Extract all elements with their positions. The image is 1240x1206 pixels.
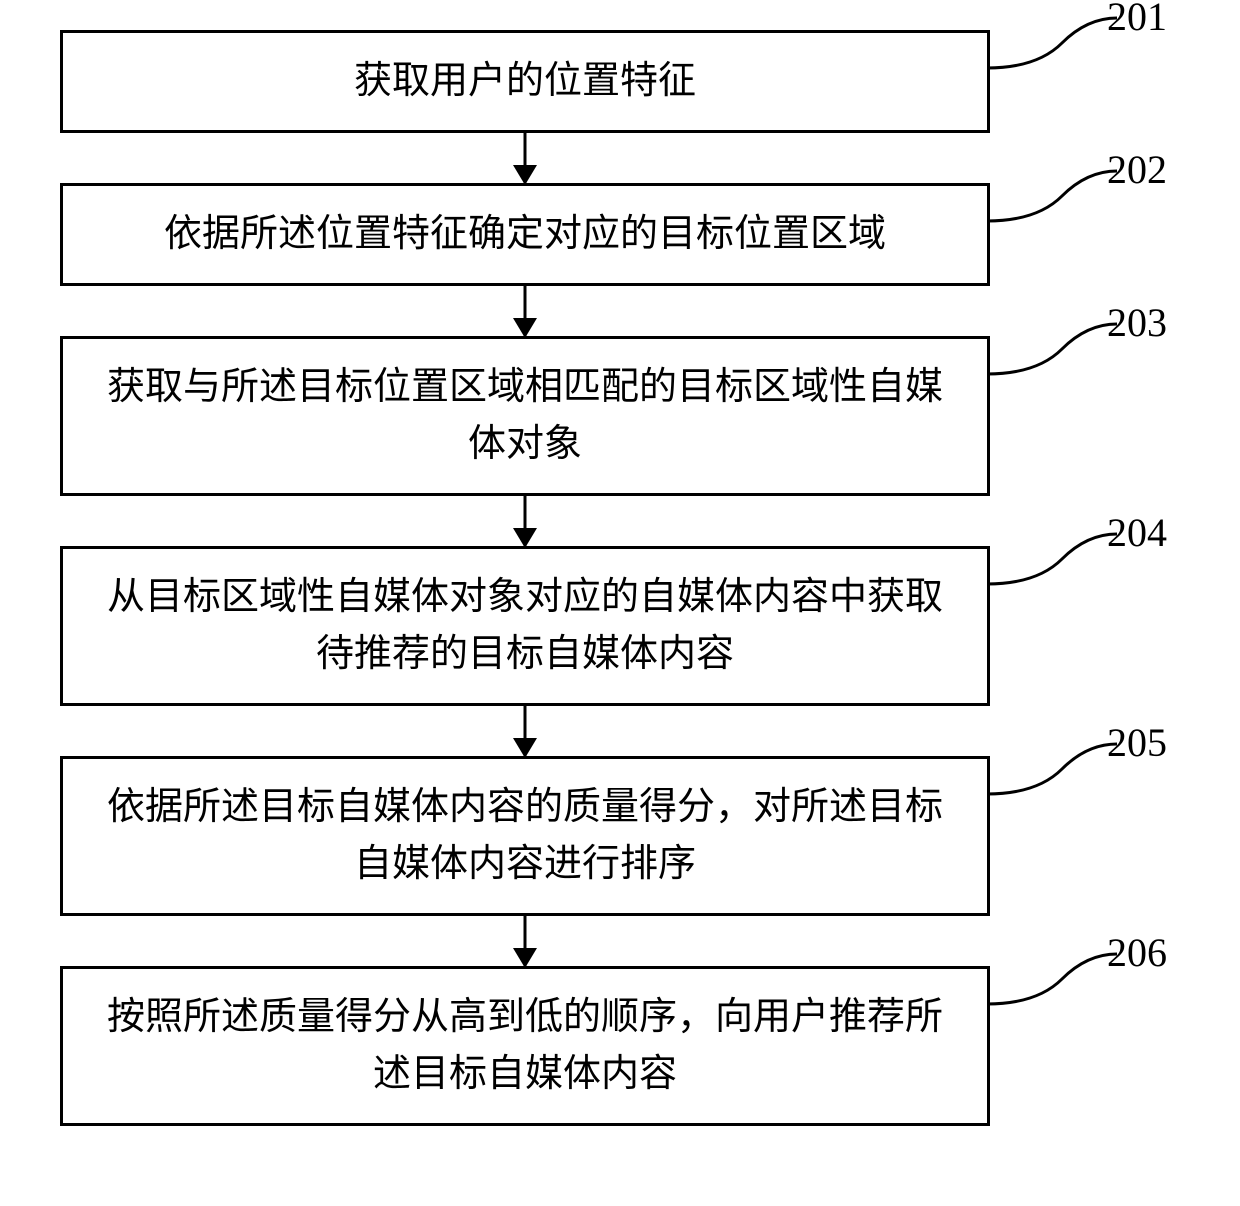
flow-step-202: 202 依据所述位置特征确定对应的目标位置区域 <box>60 183 990 286</box>
flow-step-204: 204 从目标区域性自媒体对象对应的自媒体内容中获取待推荐的目标自媒体内容 <box>60 546 990 706</box>
step-text: 按照所述质量得分从高到低的顺序，向用户推荐所述目标自媒体内容 <box>103 989 947 1103</box>
step-label: 205 <box>1107 719 1167 766</box>
step-text: 获取用户的位置特征 <box>354 53 696 110</box>
step-label: 202 <box>1107 146 1167 193</box>
flow-connector <box>60 916 990 966</box>
label-connector-curve <box>987 166 1117 226</box>
connector-arrowhead <box>513 318 537 338</box>
flow-step-203: 203 获取与所述目标位置区域相匹配的目标区域性自媒体对象 <box>60 336 990 496</box>
step-text: 获取与所述目标位置区域相匹配的目标区域性自媒体对象 <box>103 359 947 473</box>
step-label: 204 <box>1107 509 1167 556</box>
label-connector-curve <box>987 949 1117 1009</box>
flow-step-206: 206 按照所述质量得分从高到低的顺序，向用户推荐所述目标自媒体内容 <box>60 966 990 1126</box>
step-text: 依据所述目标自媒体内容的质量得分，对所述目标自媒体内容进行排序 <box>103 779 947 893</box>
flow-connector <box>60 496 990 546</box>
flow-step-201: 201 获取用户的位置特征 <box>60 30 990 133</box>
connector-arrowhead <box>513 528 537 548</box>
step-text: 依据所述位置特征确定对应的目标位置区域 <box>164 206 886 263</box>
label-connector-curve <box>987 13 1117 73</box>
step-label: 206 <box>1107 929 1167 976</box>
flowchart-container: 201 获取用户的位置特征 202 依据所述位置特征确定对应的目标位置区域 20… <box>60 30 1180 1126</box>
label-connector-curve <box>987 739 1117 799</box>
connector-arrowhead <box>513 948 537 968</box>
step-text: 从目标区域性自媒体对象对应的自媒体内容中获取待推荐的目标自媒体内容 <box>103 569 947 683</box>
connector-arrowhead <box>513 165 537 185</box>
label-connector-curve <box>987 319 1117 379</box>
flow-step-205: 205 依据所述目标自媒体内容的质量得分，对所述目标自媒体内容进行排序 <box>60 756 990 916</box>
flow-connector <box>60 706 990 756</box>
flow-connector <box>60 133 990 183</box>
label-connector-curve <box>987 529 1117 589</box>
step-label: 201 <box>1107 0 1167 40</box>
connector-arrowhead <box>513 738 537 758</box>
step-label: 203 <box>1107 299 1167 346</box>
flow-connector <box>60 286 990 336</box>
